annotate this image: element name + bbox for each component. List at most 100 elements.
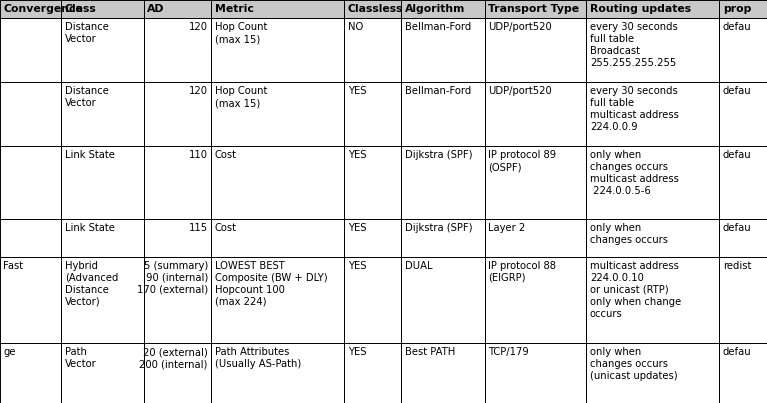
Text: AD: AD bbox=[147, 4, 165, 14]
Bar bbox=[719, 0, 767, 18]
Text: Cost: Cost bbox=[215, 150, 237, 160]
Text: Hop Count
(max 15): Hop Count (max 15) bbox=[215, 22, 267, 44]
Text: Hop Count
(max 15): Hop Count (max 15) bbox=[215, 86, 267, 108]
Text: Link State: Link State bbox=[64, 223, 114, 233]
Bar bbox=[586, 219, 719, 257]
Bar bbox=[401, 82, 485, 146]
Bar bbox=[401, 0, 485, 18]
Text: prop: prop bbox=[723, 4, 751, 14]
Bar bbox=[0, 219, 61, 257]
Bar bbox=[586, 18, 719, 82]
Text: defau: defau bbox=[723, 150, 752, 160]
Bar bbox=[586, 0, 719, 18]
Text: UDP/port520: UDP/port520 bbox=[488, 22, 552, 32]
Bar bbox=[144, 343, 211, 403]
Text: IP protocol 89
(OSPF): IP protocol 89 (OSPF) bbox=[488, 150, 556, 172]
Text: Layer 2: Layer 2 bbox=[488, 223, 525, 233]
Bar bbox=[211, 82, 344, 146]
Bar bbox=[485, 146, 586, 219]
Text: Bellman-Ford: Bellman-Ford bbox=[404, 86, 471, 96]
Bar bbox=[485, 257, 586, 343]
Bar bbox=[344, 219, 401, 257]
Text: Class: Class bbox=[64, 4, 97, 14]
Text: Cost: Cost bbox=[215, 223, 237, 233]
Text: ge: ge bbox=[4, 347, 16, 357]
Text: Fast: Fast bbox=[4, 261, 24, 271]
Text: Hybrid
(Advanced
Distance
Vector): Hybrid (Advanced Distance Vector) bbox=[64, 261, 118, 307]
Bar bbox=[401, 219, 485, 257]
Text: Distance
Vector: Distance Vector bbox=[64, 86, 108, 108]
Bar bbox=[586, 257, 719, 343]
Text: Convergence: Convergence bbox=[4, 4, 84, 14]
Text: Routing updates: Routing updates bbox=[590, 4, 691, 14]
Bar bbox=[61, 343, 144, 403]
Bar bbox=[0, 146, 61, 219]
Text: every 30 seconds
full table
Broadcast
255.255.255.255: every 30 seconds full table Broadcast 25… bbox=[590, 22, 677, 68]
Bar bbox=[144, 146, 211, 219]
Text: only when
changes occurs: only when changes occurs bbox=[590, 223, 668, 245]
Text: UDP/port520: UDP/port520 bbox=[488, 86, 552, 96]
Text: defau: defau bbox=[723, 347, 752, 357]
Bar bbox=[586, 343, 719, 403]
Bar bbox=[0, 82, 61, 146]
Text: Dijkstra (SPF): Dijkstra (SPF) bbox=[404, 150, 472, 160]
Text: defau: defau bbox=[723, 223, 752, 233]
Text: Path
Vector: Path Vector bbox=[64, 347, 97, 369]
Text: Metric: Metric bbox=[215, 4, 254, 14]
Text: Classless: Classless bbox=[348, 4, 403, 14]
Bar bbox=[211, 257, 344, 343]
Bar bbox=[211, 219, 344, 257]
Bar bbox=[719, 219, 767, 257]
Bar bbox=[485, 82, 586, 146]
Bar bbox=[586, 146, 719, 219]
Text: Link State: Link State bbox=[64, 150, 114, 160]
Text: LOWEST BEST
Composite (BW + DLY)
Hopcount 100
(max 224): LOWEST BEST Composite (BW + DLY) Hopcoun… bbox=[215, 261, 328, 307]
Text: Best PATH: Best PATH bbox=[404, 347, 455, 357]
Text: DUAL: DUAL bbox=[404, 261, 432, 271]
Bar bbox=[61, 219, 144, 257]
Bar bbox=[344, 343, 401, 403]
Bar bbox=[344, 0, 401, 18]
Bar bbox=[719, 257, 767, 343]
Text: every 30 seconds
full table
multicast address
224.0.0.9: every 30 seconds full table multicast ad… bbox=[590, 86, 679, 132]
Text: YES: YES bbox=[348, 347, 367, 357]
Bar bbox=[61, 82, 144, 146]
Bar bbox=[719, 82, 767, 146]
Bar bbox=[401, 18, 485, 82]
Bar bbox=[344, 82, 401, 146]
Text: Algorithm: Algorithm bbox=[404, 4, 465, 14]
Bar bbox=[401, 257, 485, 343]
Bar bbox=[61, 257, 144, 343]
Bar bbox=[0, 343, 61, 403]
Bar bbox=[344, 146, 401, 219]
Bar bbox=[61, 0, 144, 18]
Text: TCP/179: TCP/179 bbox=[488, 347, 529, 357]
Bar bbox=[719, 18, 767, 82]
Text: YES: YES bbox=[348, 86, 367, 96]
Bar bbox=[61, 146, 144, 219]
Bar bbox=[211, 343, 344, 403]
Text: YES: YES bbox=[348, 261, 367, 271]
Bar bbox=[401, 343, 485, 403]
Text: Dijkstra (SPF): Dijkstra (SPF) bbox=[404, 223, 472, 233]
Bar bbox=[211, 0, 344, 18]
Bar bbox=[144, 257, 211, 343]
Bar bbox=[485, 219, 586, 257]
Bar bbox=[0, 257, 61, 343]
Text: IP protocol 88
(EIGRP): IP protocol 88 (EIGRP) bbox=[488, 261, 556, 283]
Bar bbox=[144, 18, 211, 82]
Text: redist: redist bbox=[723, 261, 751, 271]
Text: Path Attributes
(Usually AS-Path): Path Attributes (Usually AS-Path) bbox=[215, 347, 301, 369]
Bar bbox=[144, 219, 211, 257]
Bar bbox=[144, 0, 211, 18]
Bar bbox=[144, 82, 211, 146]
Text: 120: 120 bbox=[189, 86, 208, 96]
Text: Distance
Vector: Distance Vector bbox=[64, 22, 108, 44]
Text: NO: NO bbox=[348, 22, 363, 32]
Text: 20 (external)
200 (internal): 20 (external) 200 (internal) bbox=[140, 347, 208, 369]
Text: Bellman-Ford: Bellman-Ford bbox=[404, 22, 471, 32]
Text: Transport Type: Transport Type bbox=[488, 4, 579, 14]
Text: defau: defau bbox=[723, 86, 752, 96]
Bar bbox=[719, 146, 767, 219]
Text: YES: YES bbox=[348, 150, 367, 160]
